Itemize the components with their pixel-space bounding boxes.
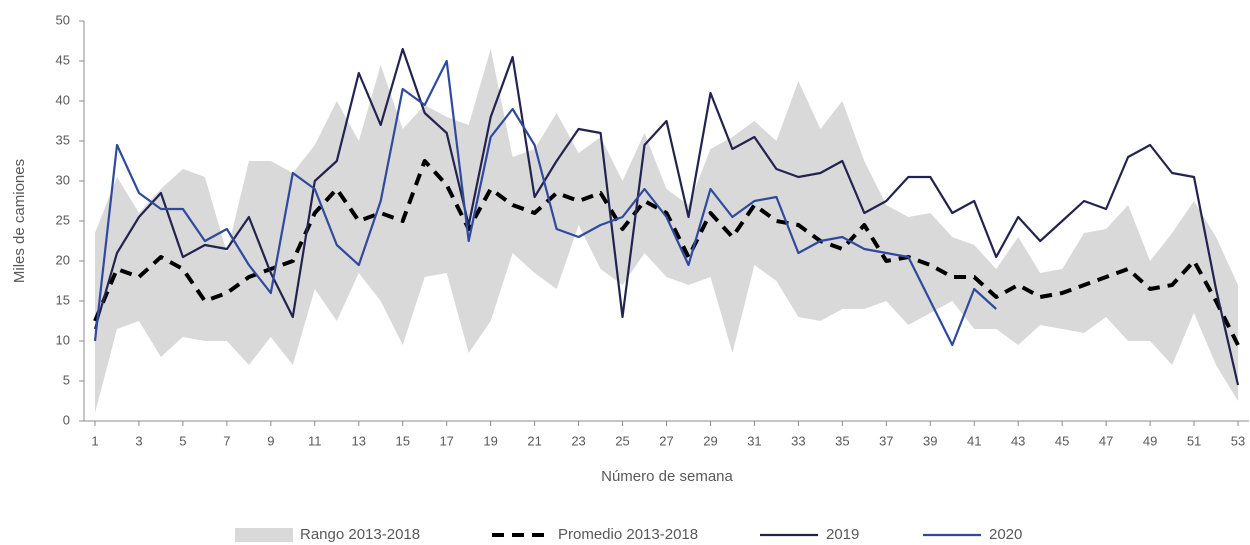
- x-tick-label: 1: [91, 433, 98, 448]
- y-tick-label: 5: [63, 372, 70, 387]
- legend-label: 2019: [826, 526, 859, 543]
- y-tick-label: 50: [56, 12, 70, 27]
- legend-label: 2020: [989, 526, 1022, 543]
- x-tick-label: 19: [483, 433, 497, 448]
- series-line: [93, 47, 1240, 386]
- x-tick-label: 23: [571, 433, 585, 448]
- series-line: [93, 59, 997, 347]
- x-tick-label: 7: [223, 433, 230, 448]
- x-tick-label: 53: [1231, 433, 1245, 448]
- x-tick-label: 31: [747, 433, 761, 448]
- x-tick-label: 11: [308, 433, 322, 448]
- x-tick-label: 5: [179, 433, 186, 448]
- x-tick-label: 29: [703, 433, 717, 448]
- x-tick-label: 51: [1187, 433, 1201, 448]
- x-tick-label: 21: [527, 433, 541, 448]
- y-tick-label: 30: [56, 172, 70, 187]
- x-tick-label: 45: [1055, 433, 1069, 448]
- x-tick-label: 39: [923, 433, 937, 448]
- y-axis-title: Miles de camiones: [11, 159, 28, 283]
- y-tick-label: 0: [63, 412, 70, 427]
- x-tick-label: 33: [791, 433, 805, 448]
- y-tick-label: 40: [56, 92, 70, 107]
- y-tick-label: 25: [56, 212, 70, 227]
- y-tick-label: 45: [56, 52, 70, 67]
- y-tick-label: 20: [56, 252, 70, 267]
- y-tick-label: 15: [56, 292, 70, 307]
- x-tick-label: 49: [1143, 433, 1157, 448]
- x-tick-label: 9: [267, 433, 274, 448]
- x-axis-title: Número de semana: [601, 468, 733, 485]
- x-tick-label: 25: [615, 433, 629, 448]
- legend-swatch: [235, 528, 293, 542]
- x-tick-label: 47: [1099, 433, 1113, 448]
- x-tick-label: 27: [659, 433, 673, 448]
- series-line: [93, 159, 1240, 346]
- x-tick-label: 13: [352, 433, 366, 448]
- legend-label: Promedio 2013-2018: [558, 526, 698, 543]
- x-tick-label: 15: [395, 433, 409, 448]
- x-tick-label: 37: [879, 433, 893, 448]
- x-tick-label: 3: [135, 433, 142, 448]
- x-tick-label: 43: [1011, 433, 1025, 448]
- range-band: [95, 49, 1238, 413]
- legend-label: Rango 2013-2018: [300, 526, 420, 543]
- x-tick-label: 41: [967, 433, 981, 448]
- y-tick-label: 10: [56, 332, 70, 347]
- y-tick-label: 35: [56, 132, 70, 147]
- x-tick-label: 35: [835, 433, 849, 448]
- x-tick-label: 17: [439, 433, 453, 448]
